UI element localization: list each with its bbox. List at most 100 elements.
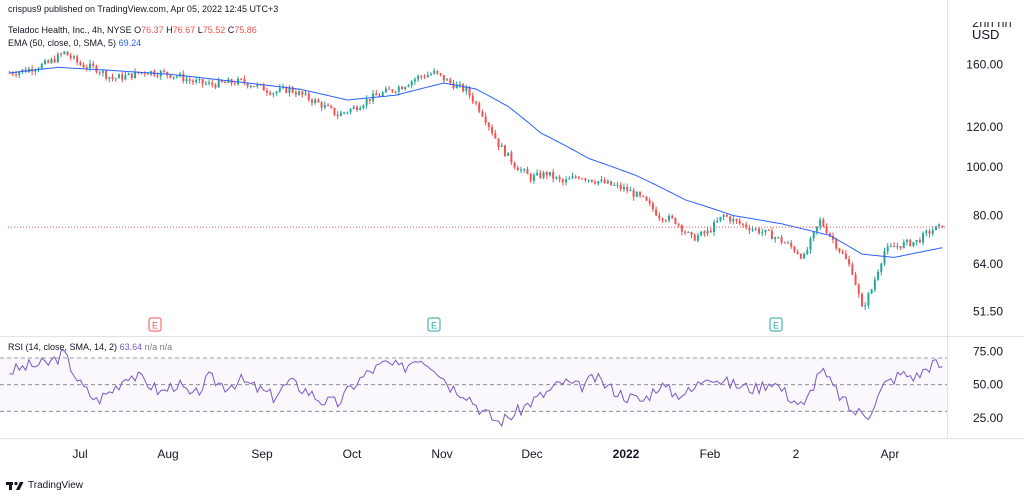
candle-body xyxy=(532,175,535,181)
candle-body xyxy=(433,70,436,74)
candle-body xyxy=(50,59,53,63)
candle-body xyxy=(552,171,555,179)
candle-body xyxy=(500,145,503,148)
candle-body xyxy=(774,237,777,240)
rsi-tick-label: 25.00 xyxy=(973,411,1003,425)
ema-legend: EMA (50, close, 0, SMA, 5) 69.24 xyxy=(8,38,141,48)
candle-body xyxy=(301,91,304,95)
candle-body xyxy=(156,75,159,77)
candle-body xyxy=(809,238,812,250)
candle-body xyxy=(539,172,542,178)
time-tick-label: Oct xyxy=(343,447,362,461)
rsi-tick-label: 50.00 xyxy=(973,378,1003,392)
candle-body xyxy=(751,229,754,231)
candle-body xyxy=(413,79,416,82)
time-tick-label: 2 xyxy=(793,447,800,461)
candle-body xyxy=(72,56,75,59)
candle-body xyxy=(584,178,587,181)
candle-body xyxy=(780,237,783,243)
candle-body xyxy=(172,76,175,78)
candle-body xyxy=(790,242,793,247)
candle-body xyxy=(487,122,490,127)
candle-body xyxy=(510,152,513,163)
candle-body xyxy=(545,172,548,176)
candle-body xyxy=(378,95,381,97)
candle-body xyxy=(98,72,101,74)
candle-body xyxy=(446,79,449,81)
candle-body xyxy=(401,86,404,90)
candle-body xyxy=(214,84,217,88)
candle-body xyxy=(896,246,899,248)
candle-body xyxy=(815,226,818,232)
candle-body xyxy=(452,83,455,89)
candle-body xyxy=(481,111,484,117)
candle-body xyxy=(368,98,371,101)
candle-body xyxy=(307,93,310,100)
candle-body xyxy=(812,231,815,239)
candle-body xyxy=(915,240,918,243)
candle-body xyxy=(384,88,387,93)
candle-body xyxy=(265,90,268,93)
time-tick-label: Jul xyxy=(72,447,87,461)
candle-body xyxy=(146,73,149,75)
candle-body xyxy=(484,116,487,123)
candle-body xyxy=(655,209,658,216)
candle-body xyxy=(117,74,120,79)
candle-body xyxy=(121,74,124,80)
candle-body xyxy=(748,227,751,231)
candle-body xyxy=(677,223,680,226)
candle-body xyxy=(838,248,841,252)
candle-body xyxy=(568,178,571,180)
candle-body xyxy=(404,86,407,90)
candle-body xyxy=(758,228,761,234)
candle-body xyxy=(629,190,632,192)
candle-body xyxy=(224,81,227,83)
candle-body xyxy=(211,82,214,85)
candle-body xyxy=(526,169,529,175)
candle-body xyxy=(47,60,50,63)
open-label: O xyxy=(134,25,142,35)
candle-body xyxy=(899,246,902,248)
earnings-marker-label: E xyxy=(431,321,437,331)
candle-body xyxy=(53,59,56,63)
price-tick-label: 120.00 xyxy=(966,120,1003,134)
candle-body xyxy=(616,184,619,186)
candle-body xyxy=(867,293,870,306)
candle-body xyxy=(134,71,137,79)
candle-body xyxy=(548,171,551,176)
candle-body xyxy=(394,91,397,93)
candle-body xyxy=(912,242,915,247)
candle-body xyxy=(635,192,638,197)
candle-body xyxy=(680,225,683,232)
candle-body xyxy=(767,229,770,231)
candle-body xyxy=(931,230,934,234)
candle-body xyxy=(503,145,506,156)
candle-body xyxy=(732,218,735,222)
candle-body xyxy=(594,181,597,184)
close-label: C xyxy=(227,25,235,35)
candle-body xyxy=(336,114,339,117)
candle-body xyxy=(423,76,426,78)
candle-body xyxy=(667,215,670,221)
candle-body xyxy=(253,86,256,88)
candle-body xyxy=(330,106,333,108)
candle-body xyxy=(941,225,944,228)
candle-body xyxy=(349,108,352,113)
candle-body xyxy=(66,51,69,56)
candle-body xyxy=(806,249,809,254)
candle-body xyxy=(587,179,590,181)
price-tick-label: 51.50 xyxy=(973,304,1003,318)
candle-body xyxy=(352,106,355,109)
candle-body xyxy=(175,76,178,78)
candle-body xyxy=(651,203,654,210)
ema-value: 69.24 xyxy=(118,38,142,48)
candle-body xyxy=(323,104,326,108)
candle-body xyxy=(877,272,880,280)
candle-body xyxy=(555,177,558,179)
candle-body xyxy=(925,231,928,234)
candle-body xyxy=(275,91,278,94)
candle-body xyxy=(246,83,249,87)
candle-body xyxy=(217,79,220,88)
candle-body xyxy=(249,86,252,88)
